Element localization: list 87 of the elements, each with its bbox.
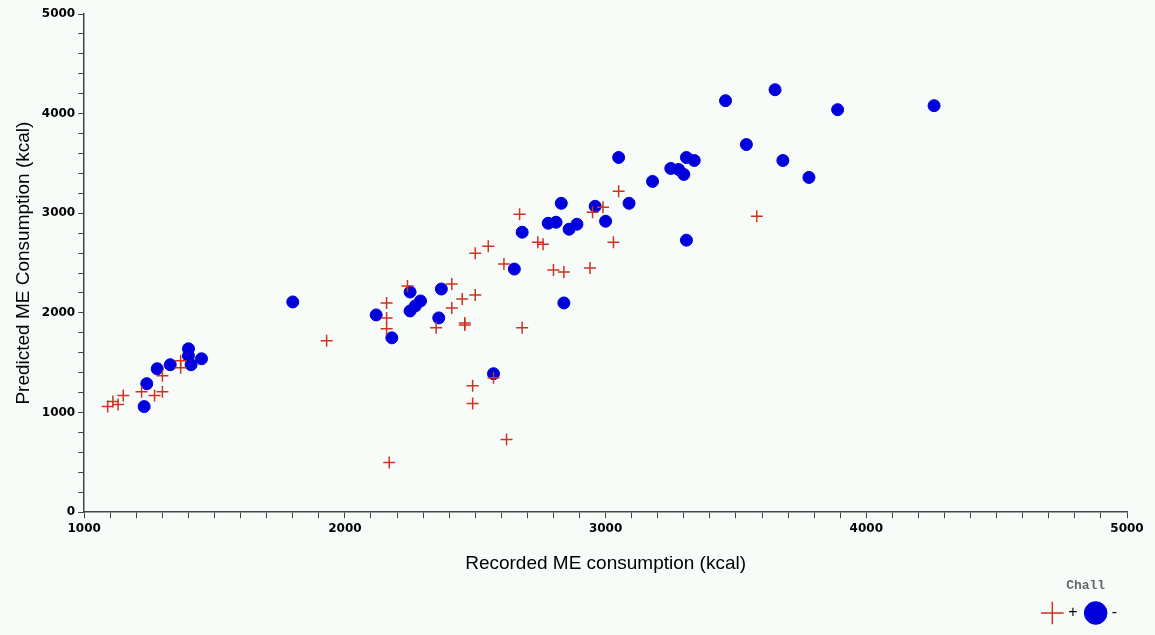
point <box>499 432 514 447</box>
point <box>137 400 151 414</box>
point <box>596 200 610 215</box>
y-tick-label: 3000 <box>41 205 76 220</box>
point <box>583 261 597 275</box>
point <box>927 99 941 113</box>
point <box>599 214 613 228</box>
point <box>319 334 334 348</box>
point <box>468 246 482 260</box>
point <box>536 237 550 251</box>
point <box>432 311 446 325</box>
point <box>588 199 602 213</box>
point <box>465 396 480 411</box>
point <box>173 360 188 375</box>
point <box>100 399 115 414</box>
point <box>677 167 691 181</box>
point <box>557 296 571 310</box>
point <box>445 301 459 315</box>
x-tick-label: 2000 <box>328 520 362 535</box>
y-tick-label: 5000 <box>41 6 76 21</box>
point <box>116 388 131 403</box>
x-tick-label: 5000 <box>1110 520 1144 535</box>
point <box>155 368 170 383</box>
point <box>497 257 511 271</box>
point <box>369 308 383 322</box>
legend-title: Chall <box>1066 578 1106 594</box>
point <box>155 384 170 399</box>
point <box>486 370 501 385</box>
point <box>546 263 561 277</box>
point <box>455 292 469 306</box>
point <box>286 295 300 309</box>
point <box>429 321 443 335</box>
point <box>515 225 529 239</box>
point <box>679 233 693 247</box>
point <box>403 285 417 299</box>
point <box>385 331 399 345</box>
point <box>382 455 396 470</box>
point <box>606 235 621 249</box>
point <box>557 265 571 279</box>
point <box>622 196 636 210</box>
point <box>150 362 164 376</box>
legend-label: + <box>1068 603 1078 621</box>
x-axis-title: Recorded ME consumption (kcal) <box>465 552 747 574</box>
point <box>445 277 459 291</box>
point <box>379 311 394 325</box>
point <box>163 358 177 372</box>
point <box>434 282 448 296</box>
point <box>465 378 480 393</box>
point <box>687 153 701 167</box>
point <box>140 377 154 391</box>
y-tick-label: 1000 <box>41 404 76 419</box>
x-tick-label: 3000 <box>588 520 623 535</box>
point <box>414 294 427 308</box>
point <box>515 321 529 335</box>
point <box>750 209 764 224</box>
y-tick-label: 0 <box>66 504 76 519</box>
point <box>831 103 845 117</box>
point <box>531 235 545 249</box>
point <box>570 217 584 231</box>
point <box>739 138 753 152</box>
point <box>549 215 563 229</box>
point <box>507 262 521 276</box>
y-axis-title: Predicted ME Consumption (kcal) <box>11 121 33 405</box>
point <box>379 296 394 310</box>
x-tick-label: 1000 <box>67 520 101 535</box>
point <box>585 205 600 220</box>
point <box>612 150 626 164</box>
legend-label: - <box>1111 603 1117 621</box>
point <box>719 94 733 108</box>
x-tick-label: 4000 <box>849 520 883 535</box>
point <box>184 358 198 372</box>
point <box>400 279 415 293</box>
point <box>147 388 162 403</box>
point <box>195 352 209 366</box>
point <box>468 288 482 302</box>
point <box>768 83 782 97</box>
point <box>134 384 149 399</box>
y-tick-label: 4000 <box>41 105 76 120</box>
point <box>611 184 626 199</box>
point <box>646 174 660 188</box>
point <box>512 207 527 222</box>
point <box>554 196 568 210</box>
point <box>379 322 394 336</box>
point <box>802 170 816 184</box>
point <box>481 239 496 253</box>
point <box>776 153 790 167</box>
y-tick-label: 2000 <box>41 305 76 320</box>
